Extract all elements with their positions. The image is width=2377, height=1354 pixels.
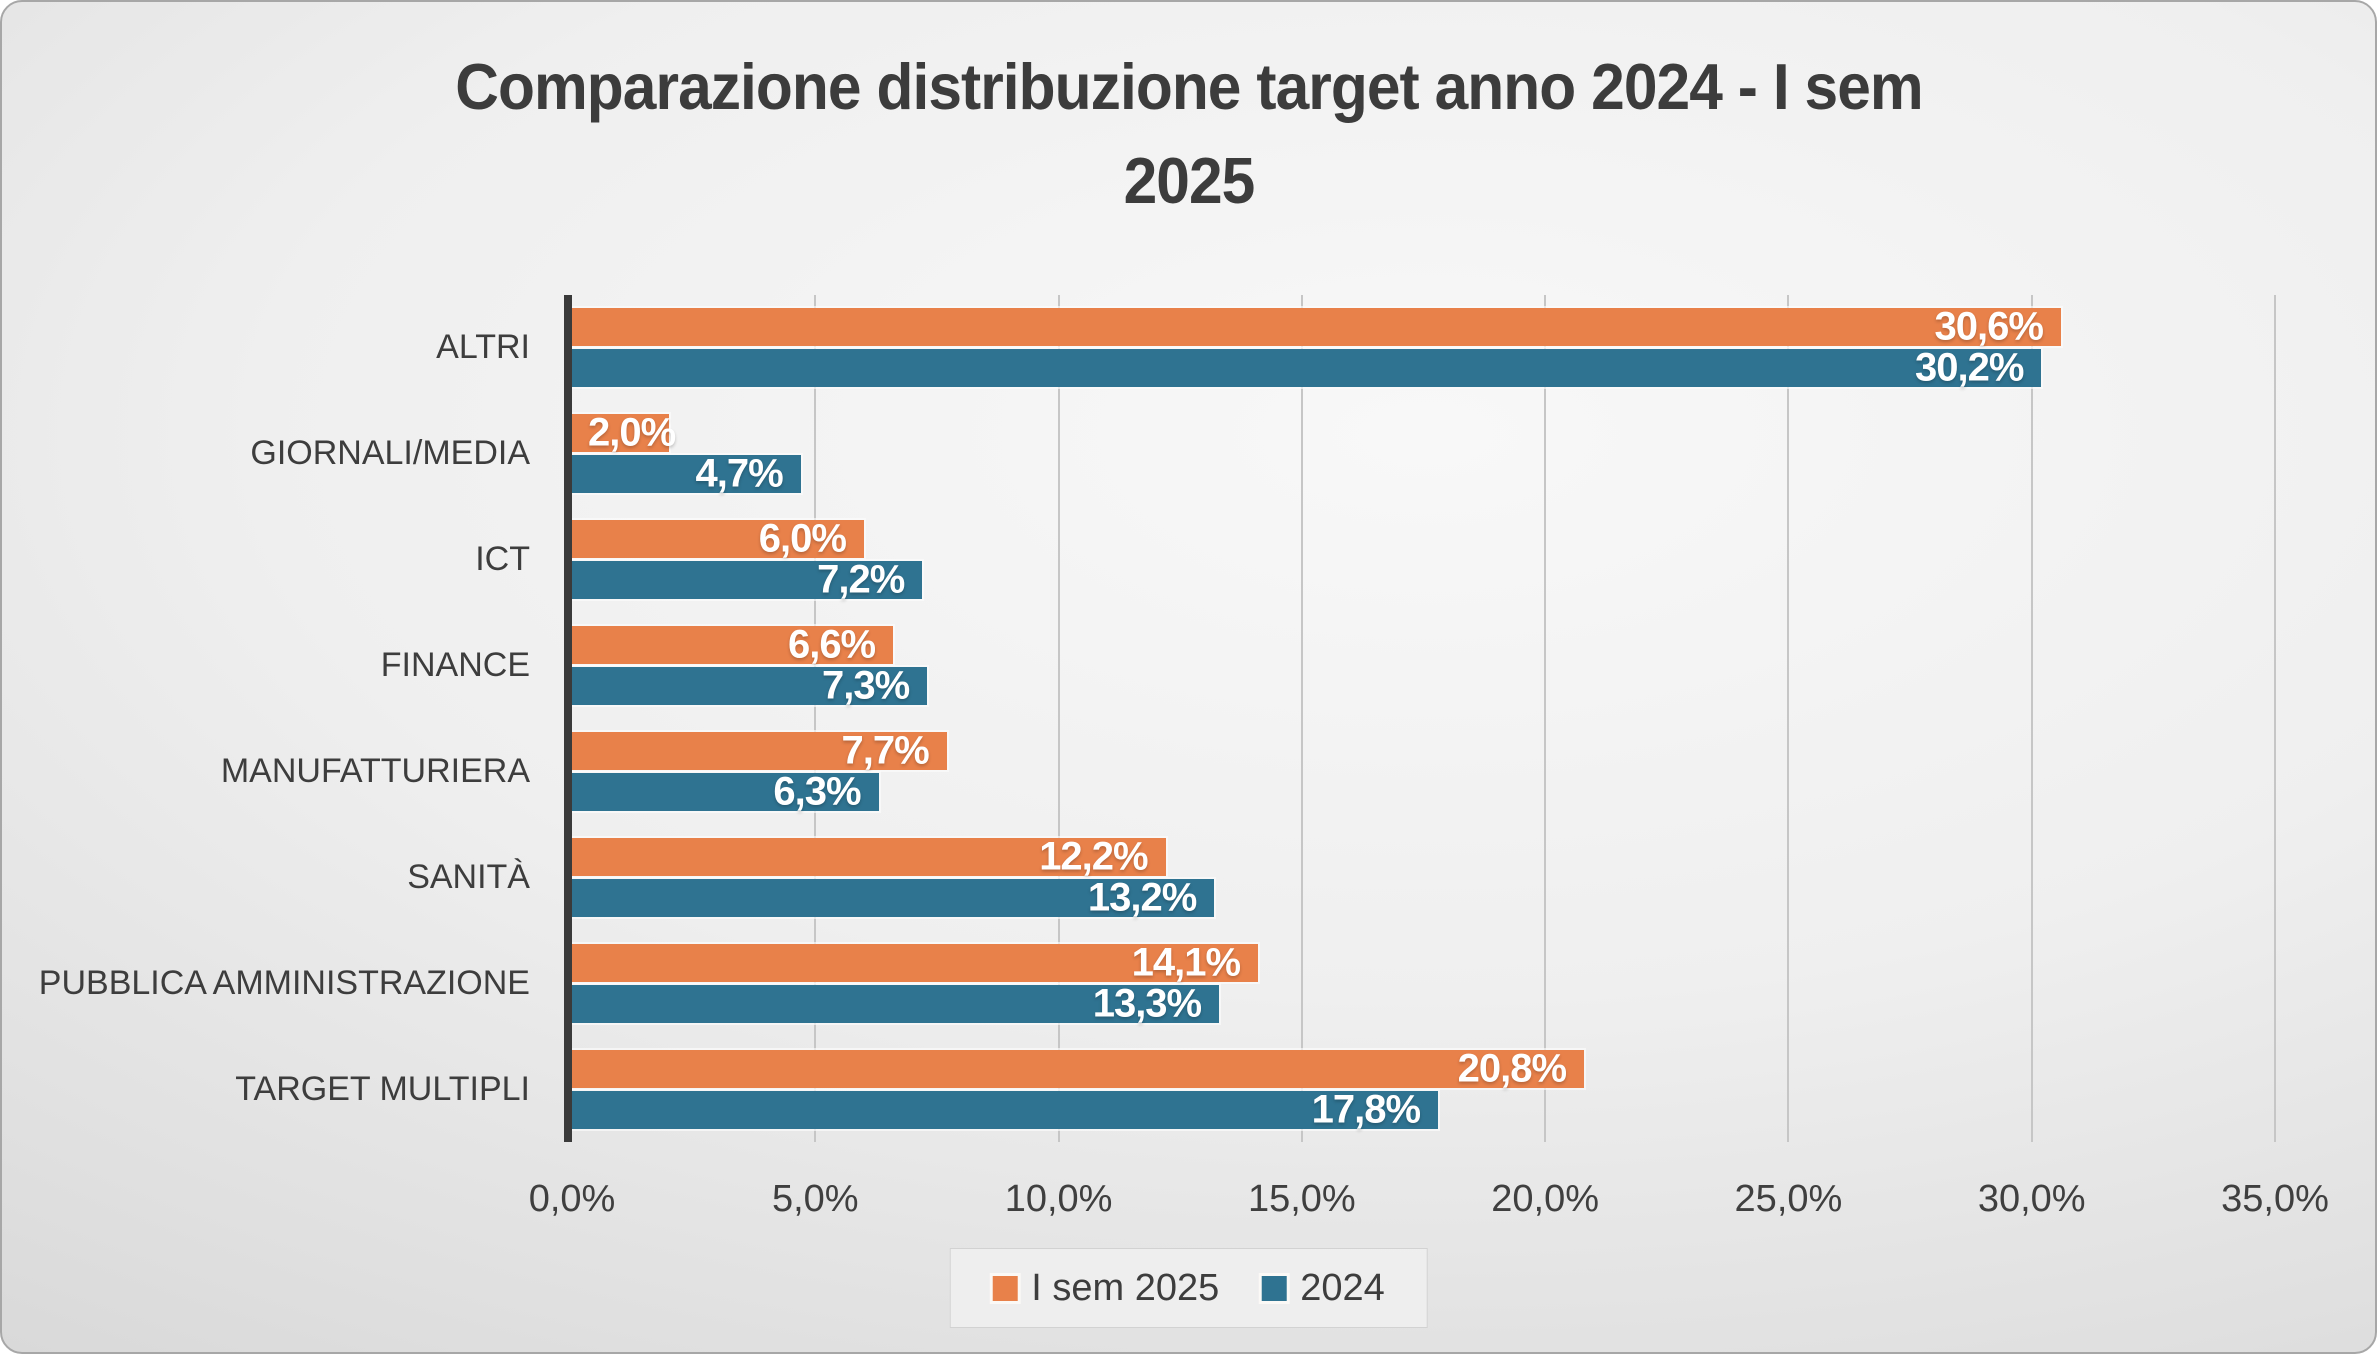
x-axis-tick-label: 35,0% <box>2221 1178 2329 1220</box>
bar-group: 30,6% 30,2% <box>572 295 2275 401</box>
bar-2024: 17,8% <box>572 1087 1439 1131</box>
bar-value-label: 6,0% <box>758 516 847 561</box>
gridline <box>1544 295 1547 1142</box>
bar-2024: 13,2% <box>572 875 1215 919</box>
category-label: ICT <box>475 540 530 579</box>
category-label: ALTRI <box>436 328 530 367</box>
plot-area: 30,6% 30,2% 2,0% 4,7% 6,0% 7,2% 6,6% 7,3% 7,7% 6,… <box>564 295 2276 1142</box>
bar-group: 6,6% 7,3% <box>572 613 2275 719</box>
bar-i-sem-2025: 30,6% <box>572 305 2061 349</box>
legend-item: I sem 2025 <box>992 1267 1219 1310</box>
chart-title-line-2: 2025 <box>1123 144 1255 218</box>
bar-value-label: 13,3% <box>1092 981 1202 1026</box>
x-axis-tick-label: 15,0% <box>1247 1178 1356 1220</box>
gridline <box>2274 295 2276 1142</box>
bar-value-label: 7,3% <box>822 663 910 708</box>
bar-value-label: 6,6% <box>787 622 876 667</box>
legend-label: I sem 2025 <box>1031 1266 1220 1309</box>
bar-value-label: 7,2% <box>817 557 905 602</box>
x-axis-tick-label: 25,0% <box>1734 1178 1843 1220</box>
legend-label: 2024 <box>1300 1266 1385 1309</box>
bar-i-sem-2025: 2,0% <box>572 411 676 455</box>
bar-group: 20,8% 17,8% <box>572 1036 2275 1142</box>
bar-i-sem-2025: 12,2% <box>572 834 1166 878</box>
bar-value-label: 6,3% <box>773 769 861 814</box>
gridline <box>814 295 817 1142</box>
bar-group: 6,0% 7,2% <box>572 507 2275 613</box>
legend: I sem 2025 2024 <box>949 1248 1428 1328</box>
chart-title-line-1: Comparazione distribuzione target anno 2… <box>454 50 1923 123</box>
bar-i-sem-2025: 6,6% <box>572 623 894 667</box>
bar-value-label: 17,8% <box>1311 1087 1421 1132</box>
bar-2024: 4,7% <box>572 452 801 496</box>
bar-value-label: 14,1% <box>1131 940 1241 985</box>
x-axis: 0,0% 5,0% 10,0% 15,0% 20,0% 25,0% 30,0% 35,0% <box>529 1170 2329 1228</box>
bar-rows: 30,6% 30,2% 2,0% 4,7% 6,0% 7,2% 6,6% 7,3% 7,7% 6,… <box>572 295 2275 1142</box>
category-label: GIORNALI/MEDIA <box>250 434 530 473</box>
x-axis-tick-label: 5,0% <box>771 1178 859 1220</box>
y-axis-line <box>564 295 572 1142</box>
category-label: PUBBLICA AMMINISTRAZIONE <box>38 963 530 1002</box>
x-axis-tick-label: 20,0% <box>1491 1178 1600 1220</box>
bar-group: 14,1% 13,3% <box>572 930 2275 1036</box>
gridline <box>1787 295 1790 1142</box>
category-label: TARGET MULTIPLI <box>235 1069 530 1108</box>
bar-i-sem-2025: 6,0% <box>572 517 864 561</box>
bar-group: 7,7% 6,3% <box>572 719 2275 825</box>
x-axis-tick-label: 30,0% <box>1977 1178 2086 1220</box>
bar-group: 2,0% 4,7% <box>572 401 2275 507</box>
bar-2024: 7,2% <box>572 558 923 602</box>
bar-i-sem-2025: 14,1% <box>572 940 1259 984</box>
bar-value-label: 7,7% <box>841 728 929 773</box>
bar-value-label: 2,0% <box>588 410 676 455</box>
bar-value-label: 12,2% <box>1039 834 1148 879</box>
bar-value-label: 4,7% <box>695 451 784 496</box>
bar-value-label: 30,6% <box>1934 304 2043 349</box>
x-axis-tick-label: 10,0% <box>1004 1178 1113 1220</box>
bar-value-label: 30,2% <box>1915 345 2024 390</box>
gridline <box>1300 295 1303 1142</box>
bar-2024: 30,2% <box>572 346 2042 390</box>
bar-group: 12,2% 13,2% <box>572 824 2275 930</box>
category-label: FINANCE <box>380 646 530 685</box>
bar-i-sem-2025: 20,8% <box>572 1046 1585 1090</box>
legend-swatch-icon <box>992 1275 1018 1301</box>
chart-title: Comparazione distribuzione target anno 2… <box>282 40 2096 229</box>
legend-item: 2024 <box>1261 1267 1385 1310</box>
bar-2024: 7,3% <box>572 664 928 708</box>
bar-value-label: 13,2% <box>1087 875 1197 920</box>
bar-value-label: 20,8% <box>1457 1046 1567 1091</box>
category-axis: ALTRI GIORNALI/MEDIA ICT FINANCE MANUFATTURI… <box>2 295 530 1142</box>
bar-i-sem-2025: 7,7% <box>572 728 947 772</box>
bar-2024: 13,3% <box>572 981 1220 1025</box>
bar-2024: 6,3% <box>572 769 879 813</box>
legend-swatch-icon <box>1261 1275 1287 1301</box>
category-label: SANITÀ <box>407 857 530 896</box>
category-label: MANUFATTURIERA <box>220 751 530 790</box>
x-axis-tick-label: 0,0% <box>528 1178 616 1220</box>
gridline <box>2030 295 2033 1142</box>
gridline <box>1057 295 1060 1142</box>
